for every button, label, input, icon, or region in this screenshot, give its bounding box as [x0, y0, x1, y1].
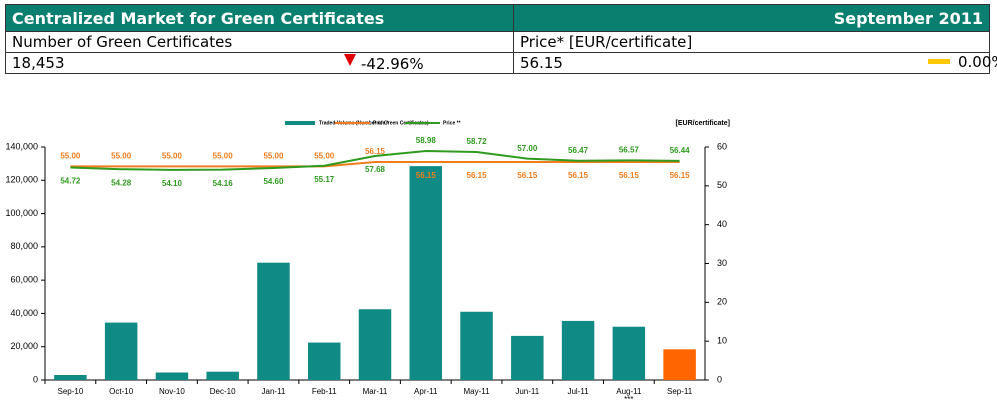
- line: [70, 149, 680, 171]
- y-tick-label: 80,000: [10, 241, 38, 251]
- label: Price* [EUR/certificate]: [513, 31, 990, 53]
- legend-swatch: [285, 121, 315, 125]
- y2-tick-label: 40: [717, 219, 727, 229]
- label: Number of Green Certificates: [5, 31, 514, 53]
- value-label: 55.17: [314, 175, 335, 184]
- value-label: 56.15: [467, 171, 488, 180]
- value-label: 56.15: [517, 171, 538, 180]
- cell: 18,453 -42.96%: [5, 52, 514, 74]
- x-tick-label: Nov-10: [159, 387, 185, 396]
- value-label: 56.15: [416, 171, 437, 180]
- y2-tick-label: 60: [717, 141, 727, 151]
- value-label: 55.00: [213, 152, 234, 161]
- value-label: 56.57: [619, 145, 640, 154]
- x-tick-label: Aug-11: [616, 387, 642, 396]
- x-tick-label: Jan-11: [262, 387, 286, 396]
- y2-tick-label: 50: [717, 180, 727, 190]
- bar: [155, 372, 189, 380]
- bar: [409, 166, 443, 380]
- value-label: 56.47: [568, 146, 589, 155]
- bar: [206, 371, 239, 380]
- cell: 56.15 0.00%: [513, 52, 997, 74]
- bar: [663, 349, 696, 380]
- y-tick-label: 20,000: [10, 341, 38, 351]
- x-tick-label: Mar-11: [363, 387, 388, 396]
- value: 18,453: [12, 54, 65, 72]
- bar: [104, 322, 138, 380]
- value-label: 57.00: [517, 144, 538, 153]
- value-label: 55.00: [111, 152, 132, 161]
- value-label: 56.15: [568, 171, 589, 180]
- annotation: ***: [624, 395, 633, 402]
- value-label: 55.00: [263, 152, 284, 161]
- value-label: 54.60: [263, 177, 284, 186]
- value: 56.15: [520, 54, 563, 72]
- legend-label: Price **: [443, 120, 461, 126]
- down-icon: [344, 54, 356, 66]
- date: September 2011: [513, 4, 990, 32]
- legend-label: Price *: [373, 120, 389, 126]
- y-tick-label: 0: [33, 374, 38, 384]
- x-tick-label: Feb-11: [312, 387, 337, 396]
- label-row: Number of Green Certificates Price* [EUR…: [5, 31, 990, 53]
- value-row: 18,453 -42.96% 56.15 0.00%: [5, 52, 997, 74]
- value-label: 55.00: [314, 152, 335, 161]
- bar: [460, 311, 493, 380]
- y2-axis-title: [EUR/certificate]: [676, 120, 730, 127]
- y2-tick-label: 10: [717, 336, 727, 346]
- bar: [561, 320, 595, 380]
- x-tick-label: Dec-10: [210, 387, 236, 396]
- value-label: 55.00: [162, 152, 183, 161]
- y2-tick-label: 30: [717, 258, 727, 268]
- bar: [307, 342, 341, 380]
- value-label: 54.72: [60, 177, 81, 186]
- y2-tick-label: 20: [717, 297, 727, 307]
- header-table: Centralized Market for Green Certificate…: [5, 4, 997, 74]
- y-tick-label: 40,000: [10, 308, 38, 318]
- bar: [54, 375, 87, 380]
- value-label: 54.10: [162, 179, 183, 188]
- value-label: 55.00: [60, 152, 81, 161]
- value-label: 56.15: [619, 171, 640, 180]
- bar: [612, 326, 646, 380]
- header-row: Centralized Market for Green Certificate…: [5, 4, 990, 32]
- flat-icon: [928, 59, 950, 64]
- title: Centralized Market for Green Certificate…: [5, 4, 514, 32]
- value-label: 58.98: [416, 136, 437, 145]
- change: -42.96%: [361, 55, 424, 73]
- value-label: 57.68: [365, 165, 386, 174]
- x-tick-label: May-11: [463, 387, 490, 396]
- x-tick-label: Sep-11: [667, 387, 693, 396]
- x-tick-label: Jun-11: [515, 387, 539, 396]
- y-tick-label: 100,000: [5, 208, 38, 218]
- line: [70, 160, 680, 168]
- change: 0.00%: [958, 53, 997, 71]
- x-tick-label: Oct-10: [109, 387, 134, 396]
- bar: [358, 309, 392, 380]
- y-tick-label: 120,000: [5, 175, 38, 185]
- y2-tick-label: 0: [717, 374, 722, 384]
- y-tick-label: 60,000: [10, 275, 38, 285]
- x-tick-label: Apr-11: [414, 387, 438, 396]
- value-label: 56.15: [670, 171, 691, 180]
- bar: [511, 335, 544, 380]
- value-label: 54.16: [213, 179, 234, 188]
- value-label: 58.72: [467, 137, 488, 146]
- legend-label: Traded Volume (Number of Green Certifica…: [319, 120, 429, 126]
- value-label: 56.15: [365, 147, 386, 156]
- value-label: 56.44: [670, 146, 691, 155]
- value-label: 54.28: [111, 178, 132, 187]
- y-tick-label: 140,000: [5, 141, 38, 151]
- bar: [257, 262, 290, 380]
- x-tick-label: Jul-11: [567, 387, 589, 396]
- x-tick-label: Sep-10: [57, 387, 83, 396]
